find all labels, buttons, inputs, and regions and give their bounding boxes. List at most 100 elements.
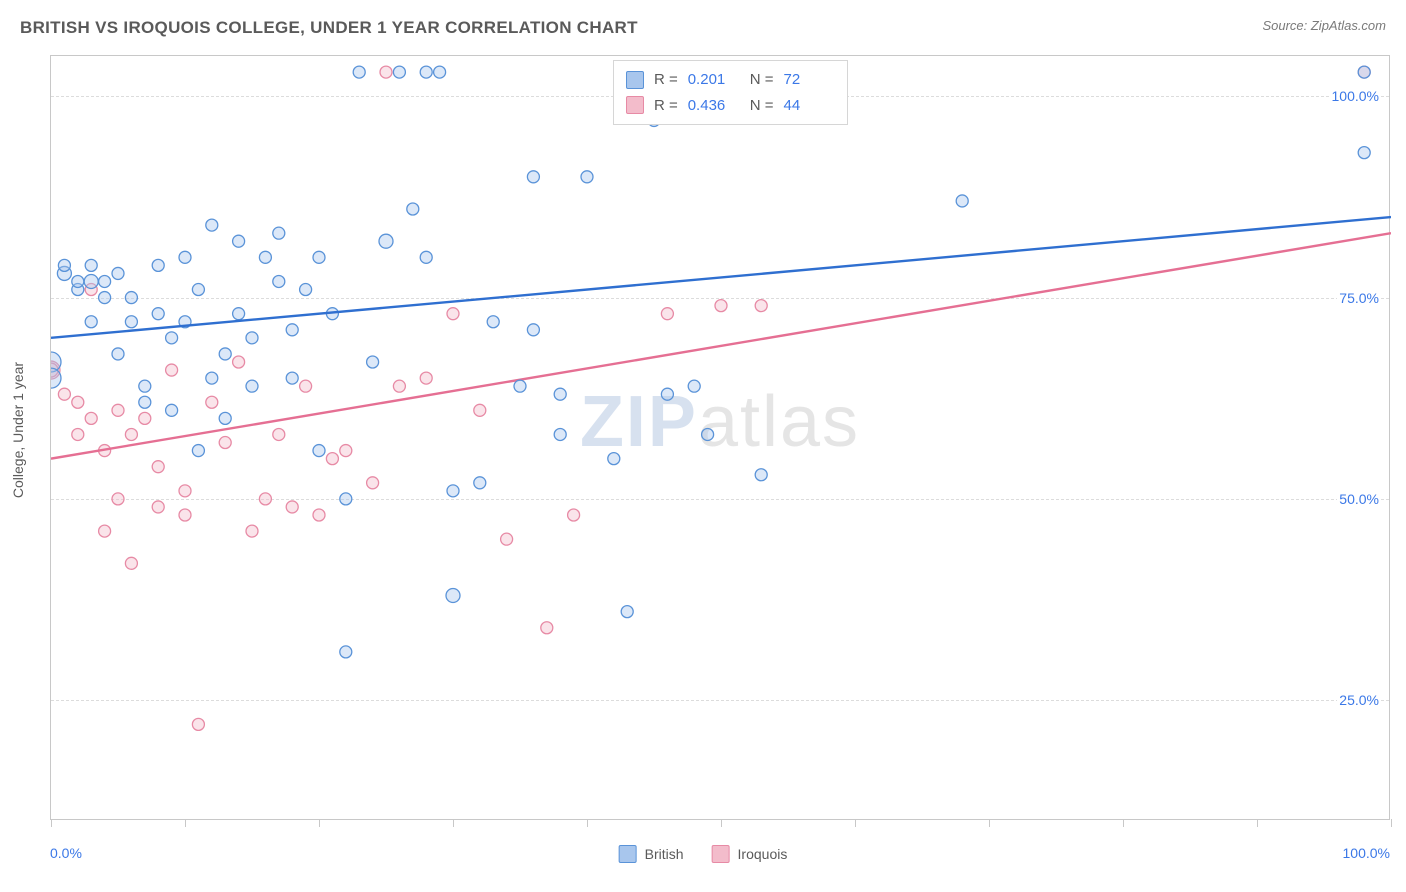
data-point xyxy=(340,445,352,457)
swatch-iroquois xyxy=(626,96,644,114)
x-tick xyxy=(1391,819,1392,827)
data-point xyxy=(340,493,352,505)
data-point xyxy=(527,171,539,183)
data-point xyxy=(85,412,97,424)
data-point xyxy=(313,509,325,521)
data-point xyxy=(259,493,271,505)
data-point xyxy=(84,274,98,288)
source-prefix: Source: xyxy=(1262,18,1310,33)
data-point xyxy=(206,219,218,231)
legend-label-british: British xyxy=(645,846,684,862)
data-point xyxy=(379,234,393,248)
data-point xyxy=(501,533,513,545)
data-point xyxy=(112,493,124,505)
data-point xyxy=(286,324,298,336)
data-point xyxy=(715,300,727,312)
legend-label-iroquois: Iroquois xyxy=(738,846,788,862)
r-label: R = xyxy=(654,93,678,119)
x-label-left: 0.0% xyxy=(50,845,82,861)
data-point xyxy=(233,308,245,320)
data-point xyxy=(99,292,111,304)
source-name: ZipAtlas.com xyxy=(1311,18,1386,33)
data-point xyxy=(139,396,151,408)
data-point xyxy=(286,372,298,384)
data-point xyxy=(313,445,325,457)
data-point xyxy=(420,372,432,384)
data-point xyxy=(85,259,97,271)
series-legend: British Iroquois xyxy=(619,845,788,863)
data-point xyxy=(152,501,164,513)
data-point xyxy=(326,453,338,465)
data-point xyxy=(233,235,245,247)
data-point xyxy=(474,477,486,489)
x-label-right: 100.0% xyxy=(1343,845,1390,861)
data-point xyxy=(300,380,312,392)
data-point xyxy=(621,606,633,618)
data-point xyxy=(219,412,231,424)
data-point xyxy=(514,380,526,392)
data-point xyxy=(554,388,566,400)
scatter-plot xyxy=(51,56,1391,821)
data-point xyxy=(300,284,312,296)
data-point xyxy=(58,259,70,271)
data-point xyxy=(139,380,151,392)
data-point xyxy=(581,171,593,183)
swatch-iroquois-icon xyxy=(712,845,730,863)
data-point xyxy=(219,348,231,360)
data-point xyxy=(956,195,968,207)
data-point xyxy=(125,557,137,569)
data-point xyxy=(447,308,459,320)
data-point xyxy=(152,308,164,320)
correlation-legend: R = 0.201 N = 72 R = 0.436 N = 44 xyxy=(613,60,849,125)
n-value-iroquois: 44 xyxy=(783,93,835,119)
data-point xyxy=(407,203,419,215)
data-point xyxy=(554,428,566,440)
n-label: N = xyxy=(750,67,774,93)
data-point xyxy=(661,388,673,400)
trend-line xyxy=(51,233,1391,458)
data-point xyxy=(608,453,620,465)
chart-frame: ZIPatlas 25.0%50.0%75.0%100.0% R = 0.201… xyxy=(50,55,1390,820)
data-point xyxy=(568,509,580,521)
data-point xyxy=(353,66,365,78)
data-point xyxy=(99,525,111,537)
data-point xyxy=(246,332,258,344)
data-point xyxy=(85,316,97,328)
trend-line xyxy=(51,217,1391,338)
data-point xyxy=(273,227,285,239)
data-point xyxy=(125,428,137,440)
r-label: R = xyxy=(654,67,678,93)
data-point xyxy=(206,372,218,384)
data-point xyxy=(246,525,258,537)
data-point xyxy=(72,275,84,287)
n-value-british: 72 xyxy=(783,67,835,93)
data-point xyxy=(139,412,151,424)
data-point xyxy=(367,356,379,368)
data-point xyxy=(474,404,486,416)
data-point xyxy=(1358,147,1370,159)
data-point xyxy=(755,469,767,481)
data-point xyxy=(487,316,499,328)
r-value-iroquois: 0.436 xyxy=(688,93,740,119)
data-point xyxy=(179,251,191,263)
r-value-british: 0.201 xyxy=(688,67,740,93)
data-point xyxy=(112,404,124,416)
data-point xyxy=(434,66,446,78)
data-point xyxy=(166,364,178,376)
data-point xyxy=(72,428,84,440)
data-point xyxy=(219,437,231,449)
data-point xyxy=(179,485,191,497)
data-point xyxy=(702,428,714,440)
data-point xyxy=(420,66,432,78)
data-point xyxy=(688,380,700,392)
data-point xyxy=(99,275,111,287)
data-point xyxy=(125,292,137,304)
n-label: N = xyxy=(750,93,774,119)
chart-title: BRITISH VS IROQUOIS COLLEGE, UNDER 1 YEA… xyxy=(20,18,638,38)
data-point xyxy=(58,388,70,400)
data-point xyxy=(1358,66,1370,78)
data-point xyxy=(206,396,218,408)
legend-item-british: British xyxy=(619,845,684,863)
data-point xyxy=(152,461,164,473)
data-point xyxy=(112,348,124,360)
